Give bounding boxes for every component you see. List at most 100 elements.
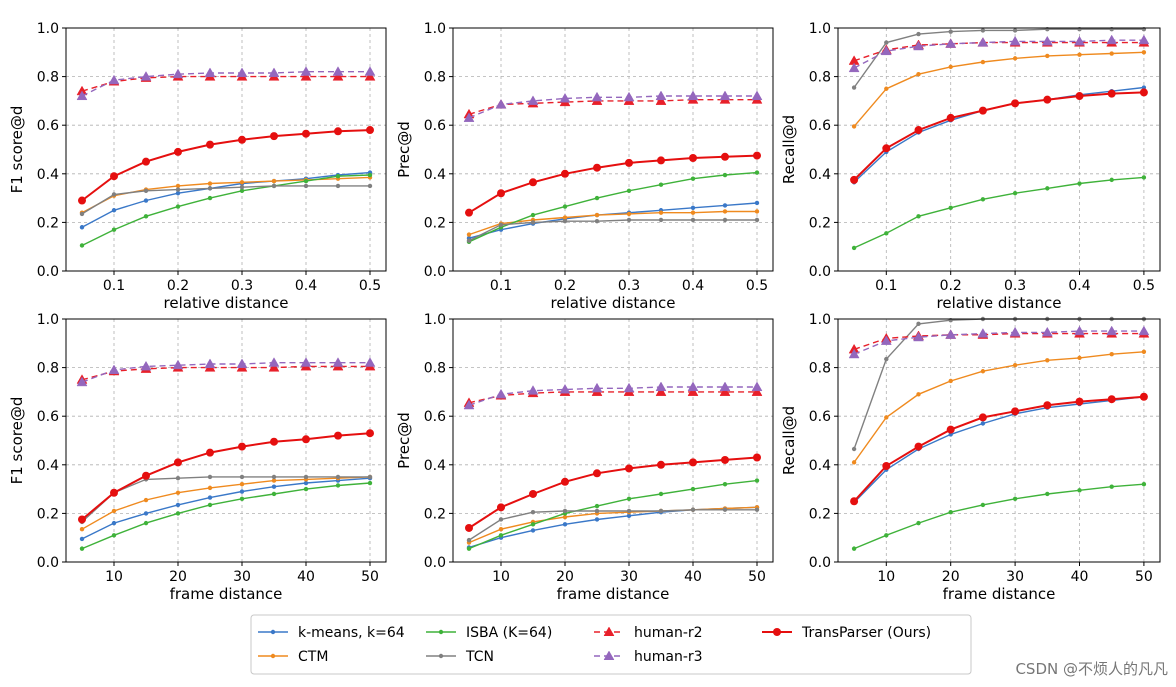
data-point <box>175 187 181 192</box>
legend-marker <box>603 650 615 660</box>
data-point <box>206 140 214 149</box>
y-tick-label: 0.4 <box>37 167 59 183</box>
data-point <box>945 329 957 339</box>
data-point <box>111 208 117 213</box>
series-line <box>468 386 757 406</box>
data-point <box>335 183 341 189</box>
data-point <box>143 214 149 219</box>
series-ctm <box>851 349 1147 465</box>
data-point <box>916 214 921 219</box>
y-tick-label: 0.0 <box>37 264 59 280</box>
series-line <box>468 509 757 541</box>
data-point <box>980 369 986 374</box>
series-human-r2 <box>463 94 763 119</box>
data-point <box>1012 28 1018 33</box>
y-tick-label: 0.2 <box>809 215 831 231</box>
series-tcn <box>851 27 1147 90</box>
y-axis-label: F1 score@d <box>8 397 26 485</box>
data-point <box>657 156 665 165</box>
data-point <box>1041 35 1053 46</box>
data-point <box>1141 482 1147 487</box>
data-point <box>850 175 859 184</box>
data-point <box>497 503 505 512</box>
y-tick-label: 0.0 <box>424 264 446 280</box>
data-point <box>335 483 341 488</box>
data-point <box>1043 95 1052 104</box>
data-point <box>593 163 601 172</box>
data-point <box>1011 407 1020 416</box>
data-point <box>948 29 953 34</box>
series-tcn <box>851 316 1147 452</box>
data-point <box>271 474 277 480</box>
legend-box <box>250 614 972 675</box>
data-point <box>751 90 763 101</box>
y-tick-label: 0.2 <box>37 506 59 522</box>
data-point <box>626 496 632 502</box>
data-point <box>530 509 536 515</box>
data-point <box>1043 401 1052 410</box>
series-line <box>853 41 1144 62</box>
series-human-r3 <box>848 325 1150 359</box>
data-point <box>334 431 342 440</box>
legend-item-human-r2: human-r2 <box>594 625 703 641</box>
data-point <box>851 546 857 551</box>
data-point <box>367 480 373 486</box>
data-point <box>913 331 924 342</box>
data-point <box>658 182 664 187</box>
data-point <box>690 176 696 181</box>
data-point <box>754 217 760 223</box>
data-point <box>1139 392 1148 401</box>
data-point <box>497 189 505 198</box>
data-point <box>143 497 149 503</box>
series-human-r2 <box>76 71 376 96</box>
data-point <box>239 496 245 502</box>
series-isba-k-64 <box>851 482 1147 551</box>
data-point <box>300 71 312 81</box>
data-point <box>884 86 889 91</box>
data-point <box>465 523 473 532</box>
legend-marker <box>270 629 276 635</box>
data-point <box>884 356 889 362</box>
data-point <box>559 92 571 103</box>
data-point <box>687 90 699 101</box>
x-tick-label: 50 <box>1135 569 1153 585</box>
x-tick-label: 0.4 <box>295 278 317 294</box>
data-point <box>527 95 539 105</box>
y-tick-label: 0.0 <box>809 555 831 571</box>
data-point <box>174 458 182 467</box>
data-point <box>79 546 85 551</box>
y-tick-label: 0.6 <box>424 118 446 134</box>
x-tick-label: 30 <box>1006 569 1024 585</box>
data-point <box>206 448 214 457</box>
plot-frame <box>452 27 774 272</box>
legend-item-transparser-ours: TransParser (Ours) <box>762 625 931 641</box>
x-tick-label: 10 <box>877 569 895 585</box>
data-point <box>980 59 986 65</box>
x-axis-label: frame distance <box>943 585 1056 603</box>
data-point <box>1045 358 1050 363</box>
data-point <box>332 357 344 367</box>
data-point <box>689 458 697 467</box>
data-point <box>364 66 376 76</box>
data-point <box>204 358 216 368</box>
y-axis-label: Prec@d <box>395 121 413 178</box>
data-point <box>303 486 309 492</box>
x-tick-label: 0.5 <box>1133 278 1155 294</box>
data-point <box>207 181 213 186</box>
chart-panel-6: 0.0 0.2 0.4 0.6 0.8 1.0 10 20 30 40 50 frame distan… <box>780 312 1161 603</box>
y-tick-label: 0.8 <box>37 70 59 86</box>
data-point <box>108 74 120 85</box>
series-human-r3 <box>76 357 376 387</box>
data-point <box>754 200 760 206</box>
chart-panel-3: 0.0 0.2 0.4 0.6 0.8 1.0 0.1 0.2 0.3 0.4 0.5 relativ… <box>780 21 1161 312</box>
data-point <box>690 507 696 512</box>
series-line <box>81 171 371 228</box>
x-tick-label: 40 <box>297 569 315 585</box>
data-point <box>111 227 117 232</box>
y-tick-label: 0.4 <box>809 458 831 474</box>
data-point <box>302 129 310 138</box>
data-point <box>79 536 85 542</box>
series-line <box>468 391 757 404</box>
data-point <box>364 357 376 367</box>
data-point <box>591 382 603 393</box>
